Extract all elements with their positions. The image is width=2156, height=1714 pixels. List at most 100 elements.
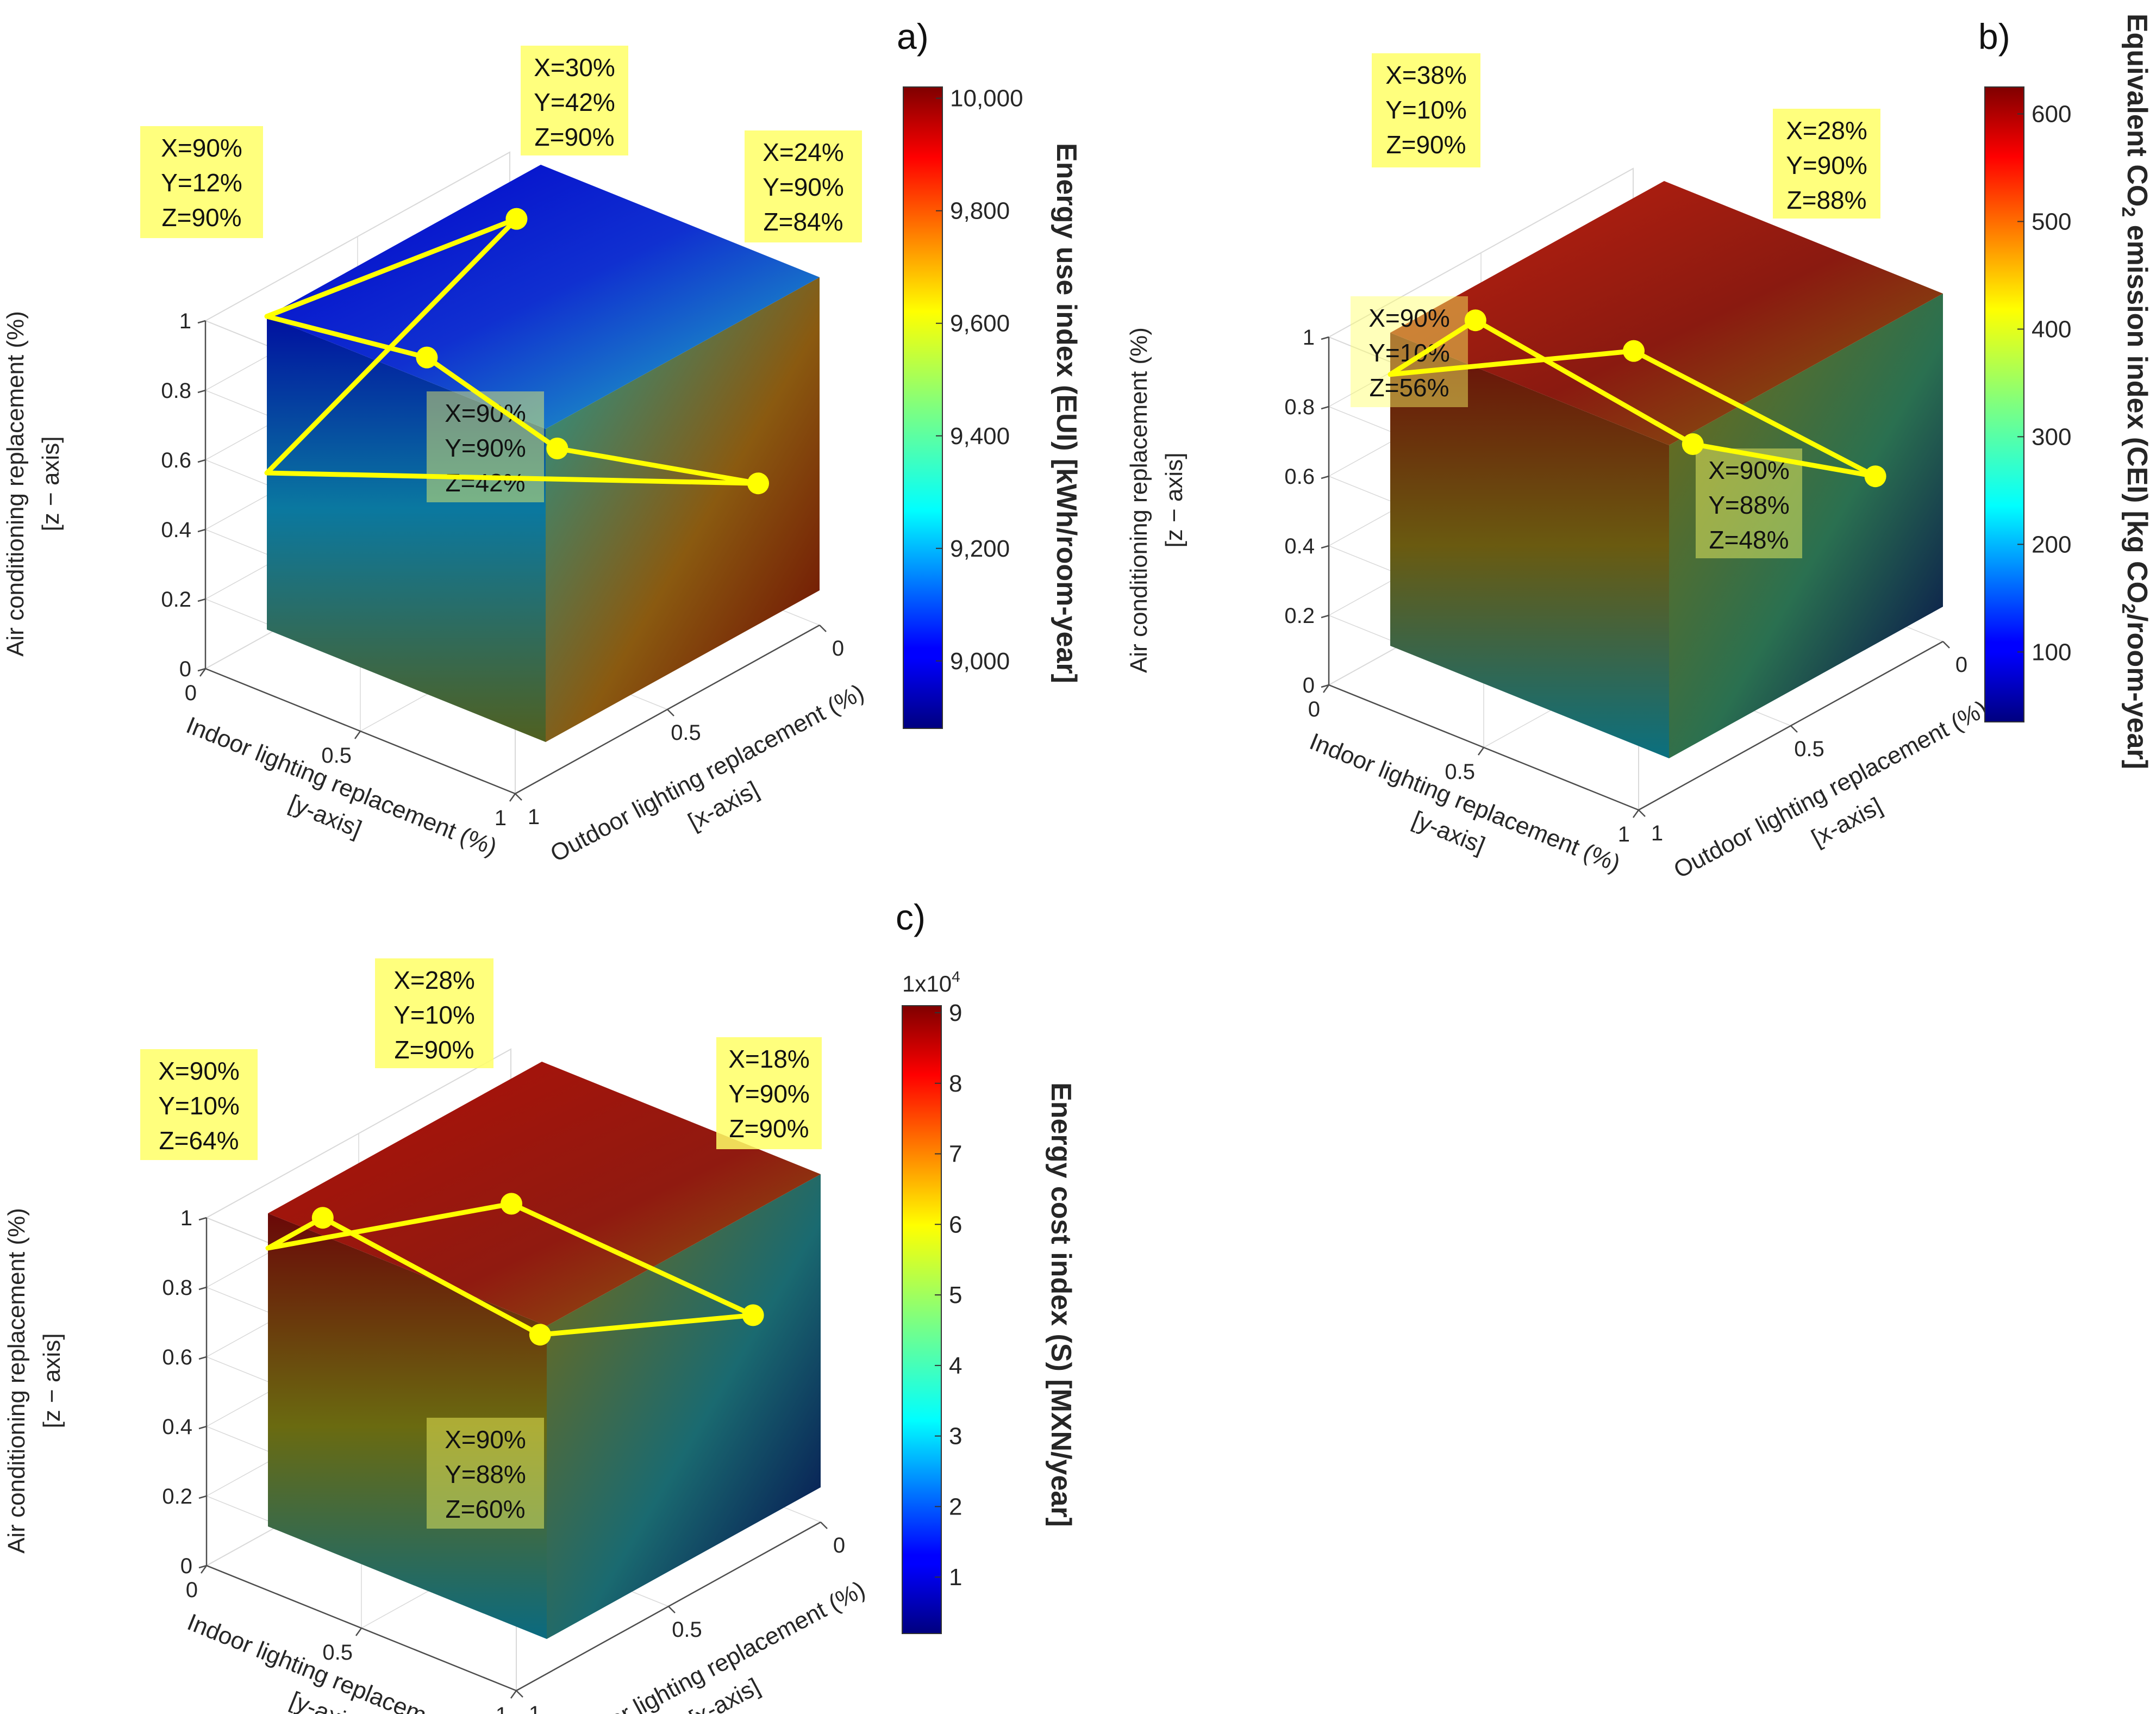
x-tick-mark xyxy=(1790,725,1798,733)
y-tick-label: 0 xyxy=(185,681,197,705)
data-point-marker xyxy=(1864,465,1886,488)
z-tick-label: 0.2 xyxy=(1284,604,1315,628)
colorbar-tick-label: 2 xyxy=(949,1493,962,1520)
cube-face-right xyxy=(1669,294,1943,758)
annotation-text: X=90% xyxy=(161,134,242,162)
y-tick-label: 1 xyxy=(1618,822,1630,846)
z-axis-label: Air conditioning replacement (%) xyxy=(2,311,29,657)
z-axis-label: Air conditioning replacement (%) xyxy=(3,1208,30,1554)
data-point-marker xyxy=(546,438,568,459)
annotation-text: Y=90% xyxy=(1786,151,1867,179)
colorbar-tick-label: 10,000 xyxy=(950,85,1023,112)
annotation-text: X=18% xyxy=(728,1045,810,1073)
data-point-marker xyxy=(1464,309,1486,332)
volume-cube xyxy=(268,1062,821,1639)
data-point-marker xyxy=(742,1304,764,1326)
annotation-text: Z=64% xyxy=(159,1126,239,1155)
colorbar-tick-label: 600 xyxy=(2032,101,2071,127)
axes: 0 0.2 0.4 0.6 0.8 1 0 0.5 1 0 0.5 1 xyxy=(1284,326,1967,846)
cube-face-left xyxy=(1390,333,1669,758)
annotation-box xyxy=(745,130,862,242)
annotation-box xyxy=(1351,296,1468,407)
y-tick-label: 0.5 xyxy=(1445,760,1475,784)
annotation-text: Y=12% xyxy=(161,169,242,197)
data-point-marker xyxy=(311,1207,334,1229)
colorbar-multiplier: 1x104 xyxy=(902,968,960,996)
x-tick-mark xyxy=(516,1690,523,1698)
colorbar-tick-label: 9,200 xyxy=(950,535,1010,562)
data-point-marker xyxy=(1623,340,1645,362)
z-tick-label: 1 xyxy=(1303,326,1315,350)
colorbar-tick-label: 1 xyxy=(949,1564,962,1591)
z-tick-label: 0.8 xyxy=(161,379,191,403)
annotation-text: Z=60% xyxy=(445,1495,525,1523)
annotation-box xyxy=(521,46,628,155)
z-tick-label: 0.4 xyxy=(1284,534,1315,558)
annotation-text: Z=90% xyxy=(394,1036,474,1064)
annotation-text: Z=88% xyxy=(1786,186,1866,214)
colorbar-tick-label: 4 xyxy=(949,1352,962,1379)
z-tick-mark xyxy=(198,1565,207,1569)
x-tick-label: 1 xyxy=(528,805,540,829)
annotation-box xyxy=(427,1418,544,1529)
colorbar-tick-label: 100 xyxy=(2032,639,2071,665)
annotation-box xyxy=(1372,53,1480,167)
x-tick-mark xyxy=(819,625,827,632)
data-point-marker xyxy=(529,1324,551,1346)
x-tick-mark xyxy=(1942,641,1950,649)
cube-face-right xyxy=(547,1174,821,1639)
annotation-text: X=24% xyxy=(763,138,844,166)
annotation-text: Z=90% xyxy=(729,1114,809,1143)
x-tick-mark xyxy=(668,1606,676,1613)
annotation-text: X=28% xyxy=(393,966,475,994)
annotation-text: Y=10% xyxy=(1385,96,1467,124)
data-point-marker xyxy=(501,1193,522,1215)
annotation-text: X=90% xyxy=(445,1425,526,1454)
z-tick-mark xyxy=(198,1495,207,1499)
annotation-box xyxy=(140,1049,258,1160)
annotation-box xyxy=(375,958,493,1068)
annotation-box xyxy=(140,126,263,238)
annotation-text: Y=90% xyxy=(763,173,844,201)
y-tick-label: 0.5 xyxy=(322,1641,353,1665)
annotation-box xyxy=(716,1037,822,1149)
colorbar-gradient xyxy=(902,1005,942,1634)
panel-label: a) xyxy=(897,16,929,57)
cube-face-right xyxy=(546,277,820,742)
annotation-box xyxy=(427,391,544,502)
panel-label: b) xyxy=(1978,16,2010,57)
annotation-box xyxy=(1773,109,1880,219)
z-tick-mark xyxy=(197,389,206,394)
z-tick-mark xyxy=(197,320,206,324)
annotation-text: Y=90% xyxy=(445,434,526,462)
data-point-marker xyxy=(505,208,528,230)
z-axis-sublabel: [z − axis] xyxy=(38,437,64,532)
y-tick-label: 1 xyxy=(495,806,507,830)
y-tick-mark xyxy=(355,1628,363,1636)
annotations: X=90% Y=10% Z=64% X=28% Y=10% Z=90% X=18% Y=90%… xyxy=(140,958,822,1529)
annotation-text: Z=84% xyxy=(763,208,843,236)
annotation-text: Z=90% xyxy=(534,123,614,151)
y-tick-mark xyxy=(510,1690,517,1699)
colorbar-label: Equivalent CO2 emission index (CEI) [kg … xyxy=(2118,14,2153,769)
colorbar-tick-label: 500 xyxy=(2032,208,2071,235)
z-tick-label: 1 xyxy=(180,1206,192,1230)
annotation-box xyxy=(1696,448,1802,558)
colorbar-gradient xyxy=(903,86,943,729)
colorbar-tick-label: 200 xyxy=(2032,531,2071,558)
y-tick-label: 0 xyxy=(186,1578,198,1602)
z-tick-mark xyxy=(197,598,206,602)
z-tick-mark xyxy=(1321,614,1329,619)
z-tick-label: 0.6 xyxy=(1284,465,1315,489)
colorbar-tick-label: 9,000 xyxy=(950,648,1010,675)
annotation-text: Y=10% xyxy=(158,1092,240,1120)
colorbar-tick-label: 9 xyxy=(949,1000,962,1026)
data-point-marker xyxy=(747,472,769,495)
annotation-text: Y=10% xyxy=(393,1001,475,1029)
x-tick-mark xyxy=(1638,809,1646,817)
z-axis-sublabel: [z − axis] xyxy=(39,1333,65,1429)
z-tick-label: 0.6 xyxy=(161,448,191,472)
